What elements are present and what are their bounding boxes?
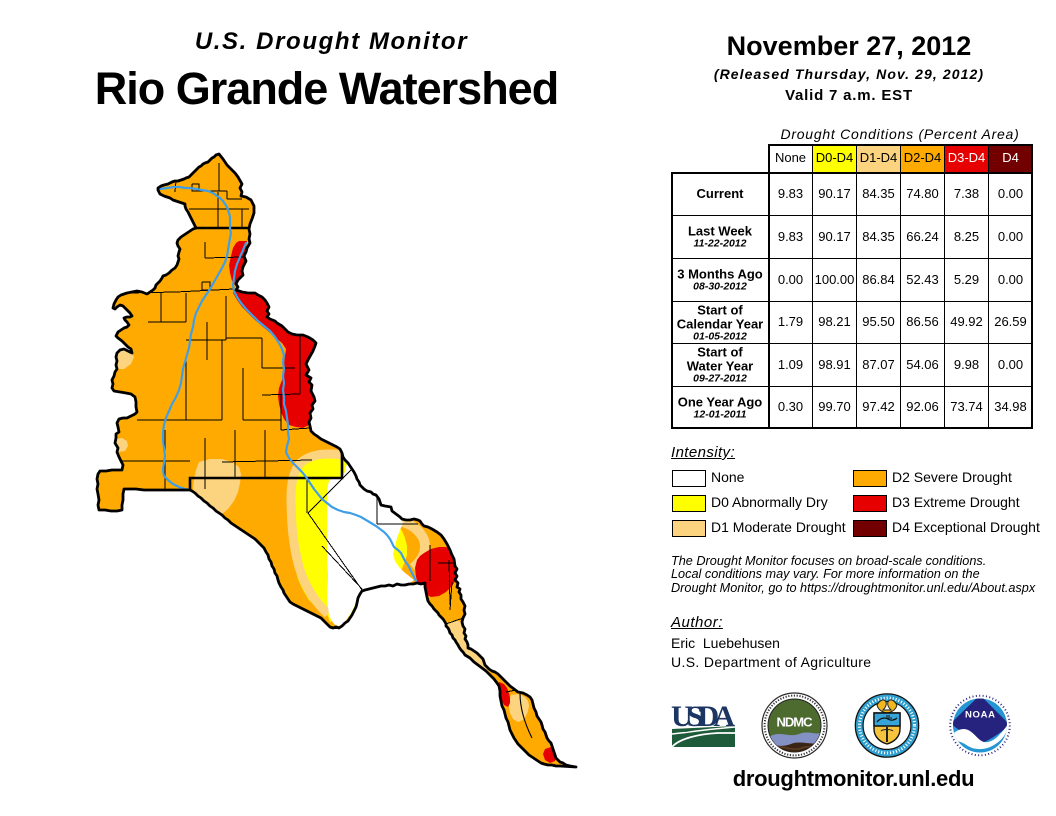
svg-text:NOAA: NOAA bbox=[965, 710, 995, 721]
svg-text:NDMC: NDMC bbox=[777, 715, 814, 730]
